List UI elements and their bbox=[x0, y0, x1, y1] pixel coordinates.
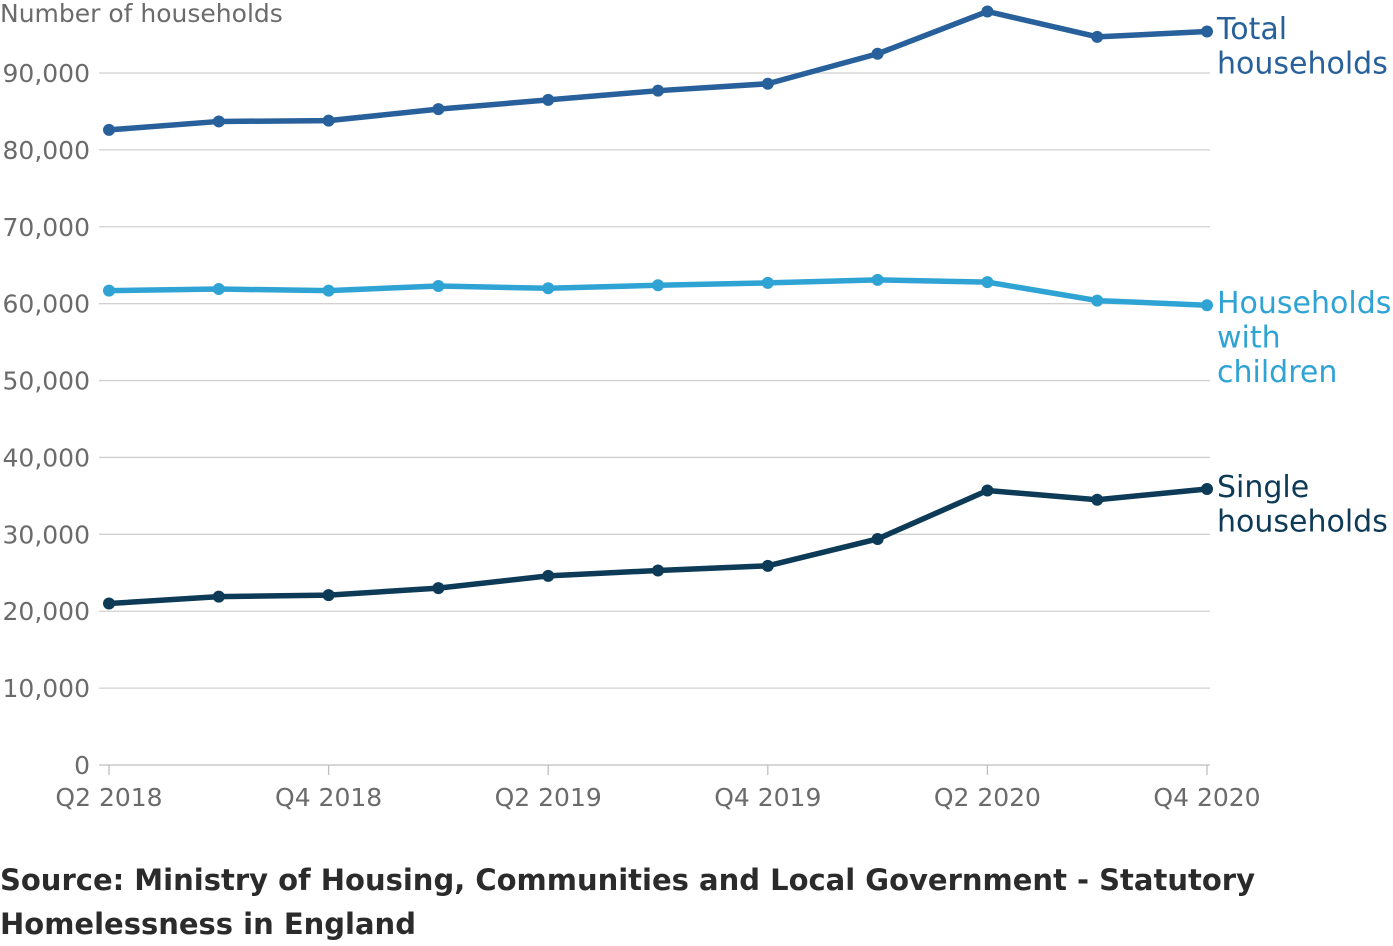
data-point bbox=[322, 284, 335, 297]
data-point bbox=[432, 582, 445, 595]
series-households-with-children bbox=[103, 273, 1213, 312]
y-tick-label: 80,000 bbox=[3, 136, 90, 165]
data-point bbox=[761, 77, 774, 90]
series-label-line: Total bbox=[1216, 12, 1287, 47]
data-point bbox=[322, 589, 335, 602]
y-tick-label: 20,000 bbox=[3, 597, 90, 626]
x-tick-label: Q2 2020 bbox=[934, 783, 1041, 812]
data-point bbox=[1091, 294, 1104, 307]
x-tick-label: Q4 2020 bbox=[1153, 783, 1260, 812]
y-tick-label: 90,000 bbox=[3, 59, 90, 88]
x-tick-label: Q2 2018 bbox=[55, 783, 162, 812]
series-single-households bbox=[103, 482, 1213, 610]
x-tick-label: Q4 2018 bbox=[275, 783, 382, 812]
data-point bbox=[652, 564, 664, 577]
series-label-line: households bbox=[1217, 505, 1388, 540]
data-point bbox=[212, 115, 225, 128]
data-point bbox=[981, 484, 994, 497]
data-point bbox=[1091, 30, 1104, 43]
series-line bbox=[106, 8, 1210, 133]
y-tick-label: 0 bbox=[74, 751, 90, 780]
data-point bbox=[871, 273, 884, 286]
data-point bbox=[871, 47, 884, 60]
data-point bbox=[761, 559, 774, 572]
y-tick-label: 30,000 bbox=[3, 520, 90, 549]
x-tick-label: Q4 2019 bbox=[714, 783, 821, 812]
series-label-line: with bbox=[1217, 321, 1281, 356]
series-total-households bbox=[103, 5, 1213, 136]
y-tick-label: 10,000 bbox=[3, 674, 90, 703]
data-point bbox=[432, 279, 445, 292]
source-note: Source: Ministry of Housing, Communities… bbox=[0, 863, 1255, 941]
y-tick-label: 50,000 bbox=[3, 367, 90, 396]
series-group bbox=[103, 5, 1213, 610]
series-line bbox=[106, 486, 1210, 607]
y-tick-label: 70,000 bbox=[3, 213, 90, 242]
data-point bbox=[652, 279, 664, 292]
series-label-line: households bbox=[1217, 47, 1388, 82]
data-point bbox=[103, 284, 115, 297]
data-point bbox=[1201, 299, 1213, 312]
data-point bbox=[212, 590, 225, 603]
data-point bbox=[212, 283, 225, 296]
data-point bbox=[761, 276, 774, 289]
data-point bbox=[652, 84, 664, 97]
data-point bbox=[981, 5, 994, 18]
series-label-line: Single bbox=[1217, 470, 1309, 505]
data-point bbox=[542, 569, 555, 582]
data-point bbox=[542, 93, 555, 106]
data-point bbox=[322, 114, 335, 127]
y-tick-label: 40,000 bbox=[3, 443, 90, 472]
data-point bbox=[981, 276, 994, 289]
data-point bbox=[542, 282, 555, 295]
data-point bbox=[871, 532, 884, 545]
series-label: Single households bbox=[1217, 470, 1388, 540]
x-tick-label: Q2 2019 bbox=[495, 783, 602, 812]
data-point bbox=[1201, 482, 1213, 495]
series-label-line: Households bbox=[1217, 286, 1391, 321]
data-point bbox=[103, 597, 115, 610]
data-point bbox=[1201, 25, 1213, 38]
series-label: Total households bbox=[1216, 12, 1388, 82]
line-chart: 0 10,000 20,000 30,000 40,000 50,000 60,000 70,… bbox=[0, 0, 1391, 812]
y-axis: 0 10,000 20,000 30,000 40,000 50,000 60,000 70,… bbox=[3, 59, 90, 780]
grid-lines bbox=[99, 72, 1210, 766]
data-point bbox=[432, 103, 445, 116]
series-label-line: children bbox=[1217, 355, 1337, 390]
data-point bbox=[103, 123, 115, 136]
y-tick-label: 60,000 bbox=[3, 290, 90, 319]
series-label: Households with children bbox=[1217, 286, 1391, 390]
y-axis-title: Number of households bbox=[0, 0, 283, 28]
x-axis: Q2 2018 Q4 2018 Q2 2019 Q4 2019 Q2 2020 Q4 20… bbox=[55, 765, 1261, 812]
data-point bbox=[1091, 493, 1104, 506]
